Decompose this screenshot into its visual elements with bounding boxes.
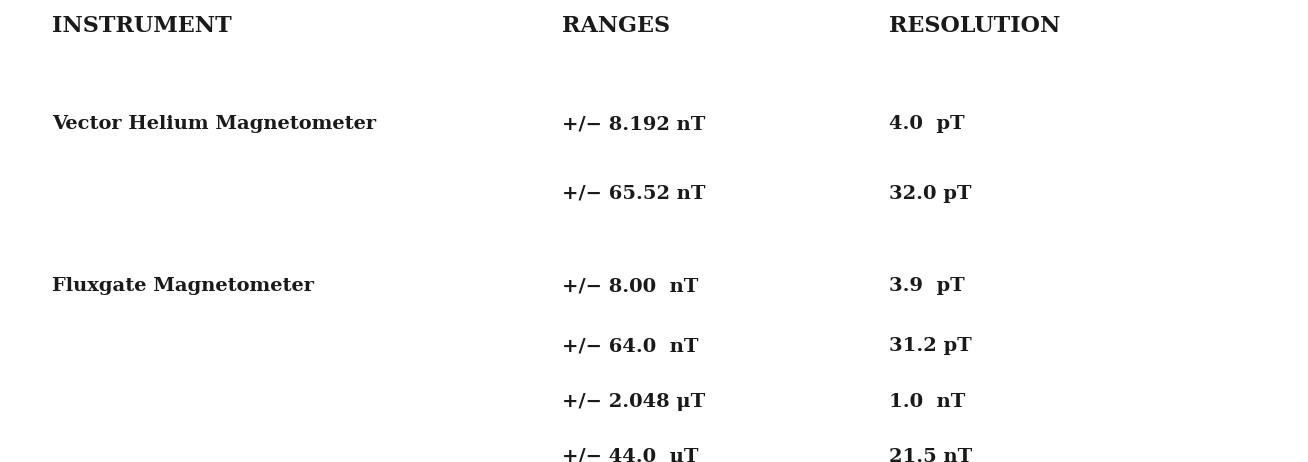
Text: RANGES: RANGES — [562, 15, 671, 37]
Text: +/− 64.0  nT: +/− 64.0 nT — [562, 337, 698, 355]
Text: +/− 2.048 μT: +/− 2.048 μT — [562, 393, 706, 411]
Text: +/− 65.52 nT: +/− 65.52 nT — [562, 185, 706, 203]
Text: Vector Helium Magnetometer: Vector Helium Magnetometer — [52, 116, 377, 134]
Text: +/− 8.192 nT: +/− 8.192 nT — [562, 116, 706, 134]
Text: 3.9  pT: 3.9 pT — [889, 277, 965, 295]
Text: 31.2 pT: 31.2 pT — [889, 337, 972, 355]
Text: Fluxgate Magnetometer: Fluxgate Magnetometer — [52, 277, 314, 295]
Text: 1.0  nT: 1.0 nT — [889, 393, 965, 411]
Text: 32.0 pT: 32.0 pT — [889, 185, 972, 203]
Text: 4.0  pT: 4.0 pT — [889, 116, 965, 134]
Text: 21.5 nT: 21.5 nT — [889, 448, 973, 462]
Text: INSTRUMENT: INSTRUMENT — [52, 15, 232, 37]
Text: RESOLUTION: RESOLUTION — [889, 15, 1061, 37]
Text: +/− 8.00  nT: +/− 8.00 nT — [562, 277, 698, 295]
Text: +/− 44.0  μT: +/− 44.0 μT — [562, 448, 698, 462]
